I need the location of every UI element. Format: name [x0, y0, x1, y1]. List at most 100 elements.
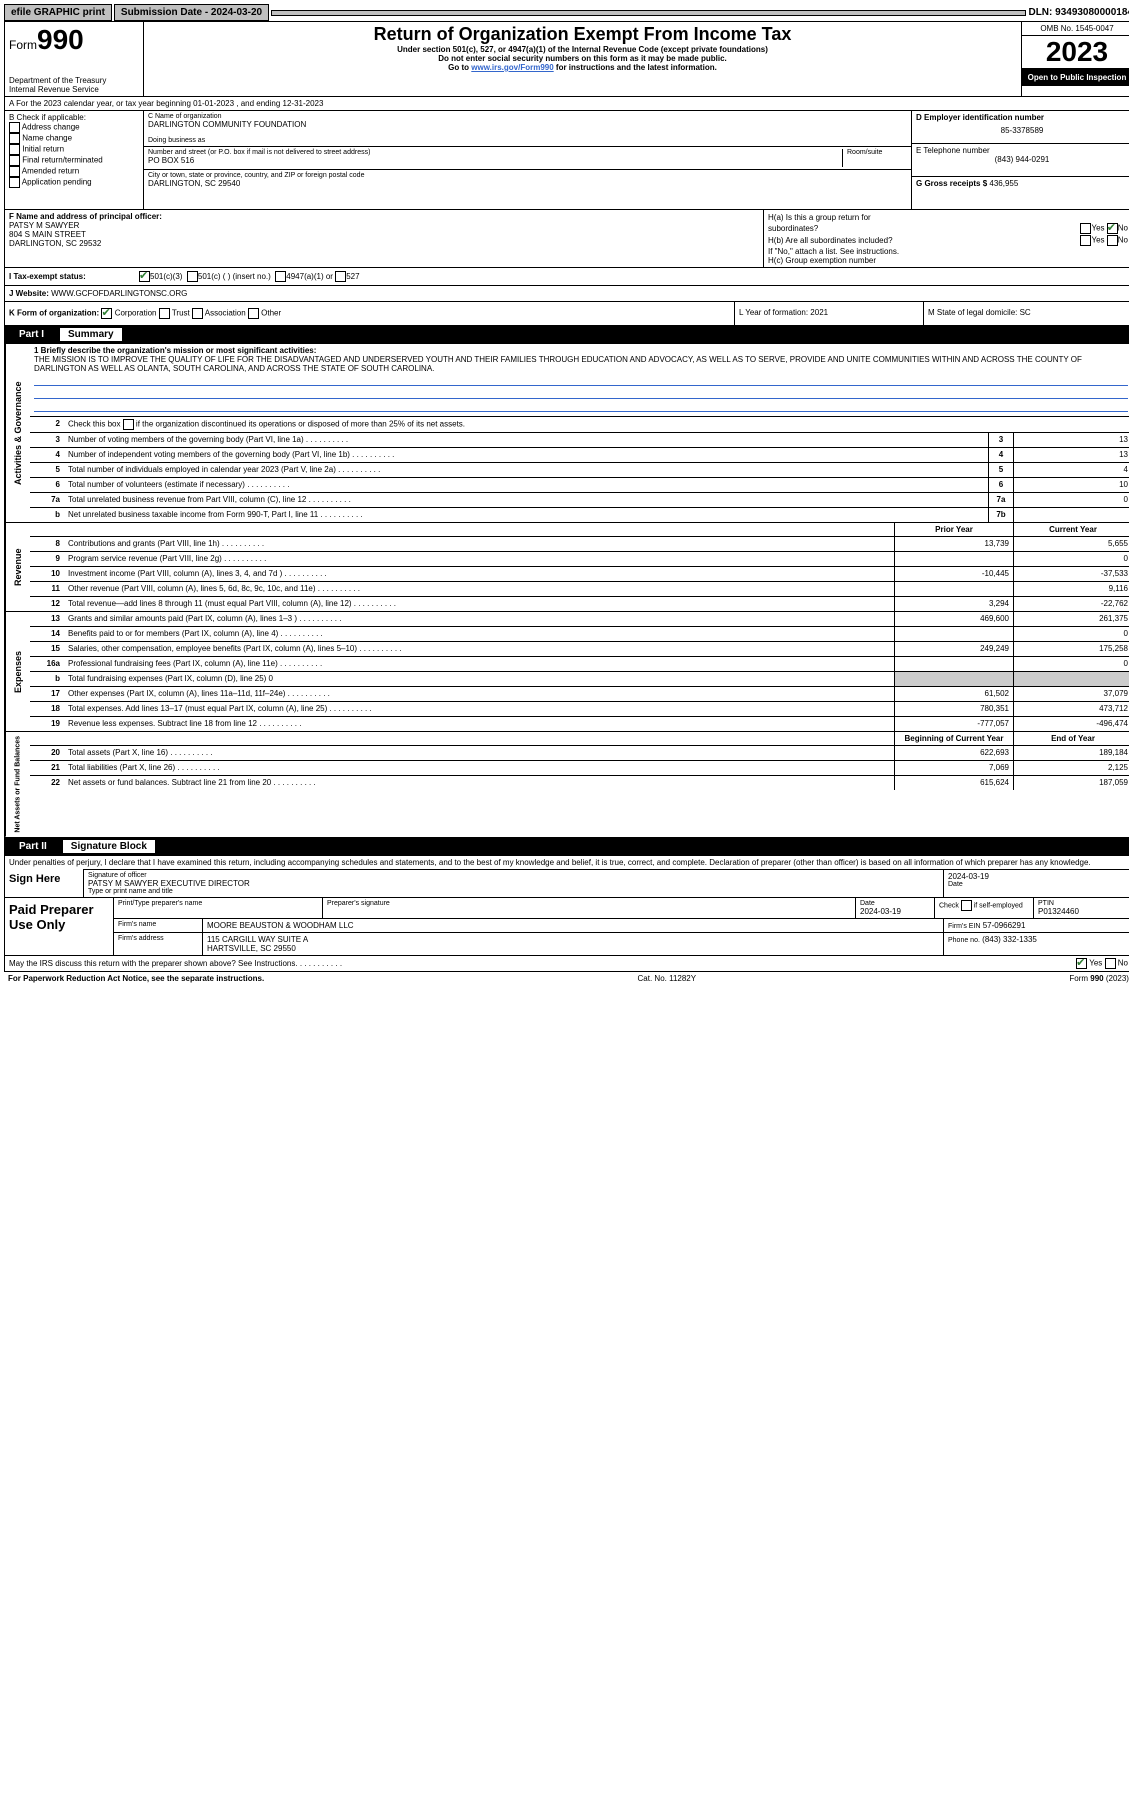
summary-line: 8Contributions and grants (Part VIII, li… [30, 537, 1129, 552]
summary-line: 5Total number of individuals employed in… [30, 463, 1129, 478]
prep-date: 2024-03-19 [860, 907, 930, 916]
ptin: P01324460 [1038, 907, 1128, 916]
box-b: B Check if applicable: Address change Na… [5, 111, 144, 209]
top-bar: efile GRAPHIC print Submission Date - 20… [4, 4, 1129, 21]
summary-line: 22Net assets or fund balances. Subtract … [30, 776, 1129, 790]
chk-527[interactable] [335, 271, 346, 282]
box-h: H(a) Is this a group return for subordin… [764, 210, 1129, 267]
part1-header: Part I Summary [4, 326, 1129, 344]
chk-ha-no[interactable] [1107, 223, 1118, 234]
tax-year: 2023 [1022, 36, 1129, 69]
box-f: F Name and address of principal officer:… [5, 210, 764, 267]
signature-section: Under penalties of perjury, I declare th… [4, 856, 1129, 898]
form-number: 990 [37, 24, 84, 55]
summary-line: 4Number of independent voting members of… [30, 448, 1129, 463]
chk-final[interactable] [9, 155, 20, 166]
firm-addr2: HARTSVILLE, SC 29550 [207, 944, 939, 953]
chk-501c3[interactable] [139, 271, 150, 282]
footer: For Paperwork Reduction Act Notice, see … [4, 972, 1129, 985]
summary-line: bTotal fundraising expenses (Part IX, co… [30, 672, 1129, 687]
header-right: OMB No. 1545-0047 2023 Open to Public In… [1021, 22, 1129, 96]
chk-discuss-yes[interactable] [1076, 958, 1087, 969]
chk-hb-no[interactable] [1107, 235, 1118, 246]
chk-501c[interactable] [187, 271, 198, 282]
sig-officer-label: Signature of officer [88, 872, 939, 879]
phone-label: E Telephone number [916, 146, 1128, 155]
instructions-link[interactable]: www.irs.gov/Form990 [471, 63, 553, 72]
subtitle-1: Under section 501(c), 527, or 4947(a)(1)… [148, 45, 1017, 54]
chk-pending[interactable] [9, 177, 20, 188]
chk-selfemployed[interactable] [961, 900, 972, 911]
box-c: C Name of organization DARLINGTON COMMUN… [144, 111, 911, 209]
ein: 85-3378589 [916, 126, 1128, 135]
addr-label: Number and street (or P.O. box if mail i… [148, 149, 842, 156]
header-center: Return of Organization Exempt From Incom… [144, 22, 1021, 96]
summary-line: 16aProfessional fundraising fees (Part I… [30, 657, 1129, 672]
firm-label: Firm's name [114, 919, 203, 932]
chk-other[interactable] [248, 308, 259, 319]
officer-label: F Name and address of principal officer: [9, 212, 759, 221]
chk-discuss-no[interactable] [1105, 958, 1116, 969]
chk-ha-yes[interactable] [1080, 223, 1091, 234]
prep-date-label: Date [860, 900, 930, 907]
summary-line: 6Total number of volunteers (estimate if… [30, 478, 1129, 493]
subtitle-3: Go to www.irs.gov/Form990 for instructio… [148, 63, 1017, 72]
hb-note: If "No," attach a list. See instructions… [768, 247, 1128, 256]
part1-title: Summary [60, 328, 122, 341]
chk-initial[interactable] [9, 144, 20, 155]
sig-type-label: Type or print name and title [88, 888, 939, 895]
expenses-section: Expenses 13Grants and similar amounts pa… [4, 612, 1129, 732]
state-domicile: M State of legal domicile: SC [923, 302, 1129, 325]
tax-status-label: I Tax-exempt status: [9, 272, 139, 281]
side-governance: Activities & Governance [5, 344, 30, 522]
summary-line: 14Benefits paid to or for members (Part … [30, 627, 1129, 642]
ein-label: D Employer identification number [916, 113, 1128, 122]
chk-discontinued[interactable] [123, 419, 134, 430]
gross-receipts: 436,955 [989, 179, 1018, 188]
gross-label: G Gross receipts $ [916, 179, 987, 188]
preparer-section: Paid Preparer Use Only Print/Type prepar… [4, 898, 1129, 956]
part1-num: Part I [11, 329, 52, 340]
chk-assoc[interactable] [192, 308, 203, 319]
subtitle-2: Do not enter social security numbers on … [148, 54, 1017, 63]
org-addr: PO BOX 516 [148, 156, 842, 165]
summary-line: 7aTotal unrelated business revenue from … [30, 493, 1129, 508]
part2-header: Part II Signature Block [4, 838, 1129, 856]
col-current: Current Year [1013, 523, 1129, 536]
mission-label: 1 Briefly describe the organization's mi… [34, 346, 316, 355]
form-ref: Form 990 (2023) [1069, 974, 1129, 983]
chk-hb-yes[interactable] [1080, 235, 1091, 246]
part2-title: Signature Block [63, 840, 155, 853]
chk-name[interactable] [9, 133, 20, 144]
form-org-label: K Form of organization: [9, 309, 99, 318]
chk-corp[interactable] [101, 308, 112, 319]
prep-name-label: Print/Type preparer's name [118, 900, 318, 907]
org-name: DARLINGTON COMMUNITY FOUNDATION [148, 120, 907, 129]
side-expenses: Expenses [5, 612, 30, 731]
form-title: Return of Organization Exempt From Incom… [148, 24, 1017, 45]
header-left: Form990 Department of the Treasury Inter… [5, 22, 144, 96]
row-a: A For the 2023 calendar year, or tax yea… [4, 97, 1129, 111]
summary-line: 11Other revenue (Part VIII, column (A), … [30, 582, 1129, 597]
discuss-text: May the IRS discuss this return with the… [9, 959, 342, 968]
firm-ein: 57-0966291 [983, 921, 1026, 930]
room-label: Room/suite [842, 149, 907, 167]
chk-amended[interactable] [9, 166, 20, 177]
sig-officer: PATSY M SAWYER EXECUTIVE DIRECTOR [88, 879, 939, 888]
summary-line: 20Total assets (Part X, line 16)622,6931… [30, 746, 1129, 761]
efile-btn[interactable]: efile GRAPHIC print [4, 4, 112, 21]
summary-line: 13Grants and similar amounts paid (Part … [30, 612, 1129, 627]
chk-trust[interactable] [159, 308, 170, 319]
hc-label: H(c) Group exemption number [768, 256, 1128, 265]
prep-sig-label: Preparer's signature [327, 900, 851, 907]
chk-address[interactable] [9, 122, 20, 133]
col-begin: Beginning of Current Year [894, 732, 1013, 745]
section-bcd: B Check if applicable: Address change Na… [4, 111, 1129, 210]
cat-no: Cat. No. 11282Y [638, 974, 697, 983]
chk-4947[interactable] [275, 271, 286, 282]
irs: Internal Revenue Service [9, 85, 139, 94]
form-header: Form990 Department of the Treasury Inter… [4, 21, 1129, 97]
mission-block: 1 Briefly describe the organization's mi… [30, 344, 1129, 417]
side-revenue: Revenue [5, 523, 30, 611]
row-i: I Tax-exempt status: 501(c)(3) 501(c) ( … [4, 268, 1129, 286]
